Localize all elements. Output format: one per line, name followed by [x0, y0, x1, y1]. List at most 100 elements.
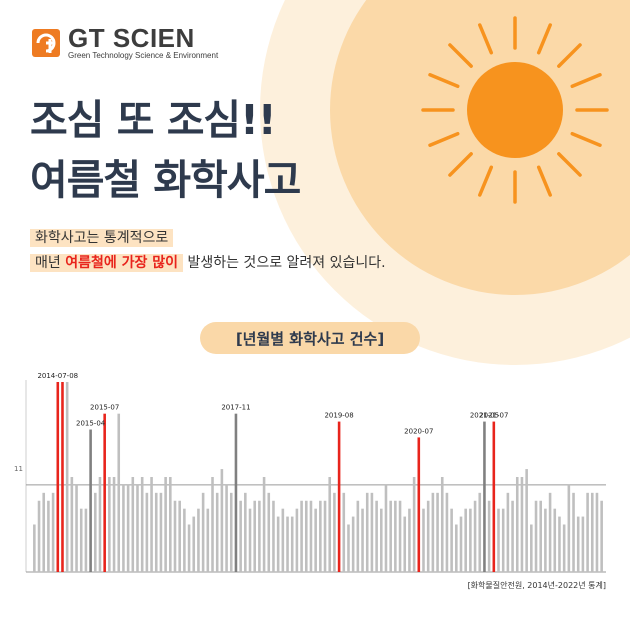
- bar: [159, 492, 163, 572]
- bar: [351, 516, 355, 572]
- highlighted-bar: [417, 437, 421, 572]
- bar: [211, 477, 214, 572]
- sun-core: [467, 62, 563, 158]
- bar: [75, 484, 78, 572]
- bar: [262, 477, 266, 572]
- sun-rays: [421, 16, 609, 204]
- bar: [178, 500, 181, 572]
- source-note: [화학물질안전원, 2014년-2022년 통계]: [467, 581, 606, 590]
- bar: [248, 508, 252, 572]
- sun-ray: [557, 43, 582, 68]
- bar: [497, 508, 500, 572]
- bar: [131, 477, 135, 572]
- bar: [51, 492, 55, 572]
- sun-ray: [536, 165, 552, 197]
- bar: [408, 508, 411, 572]
- bar: [140, 477, 144, 572]
- bar: [94, 492, 97, 572]
- bar: [431, 492, 435, 572]
- description-line-2: 매년 여름철에 가장 많이 발생하는 것으로 알려져 있습니다.: [30, 252, 386, 272]
- bar: [164, 477, 167, 572]
- bar: [398, 500, 402, 572]
- bar: [487, 500, 491, 572]
- description-text-1: 화학사고는 통계적으로: [30, 229, 174, 247]
- monthly-accident-chart: 11 2014-07-08 2015-04 2015-07 2017-11 2019-0…: [14, 372, 606, 573]
- bar: [361, 508, 364, 572]
- bar: [403, 516, 407, 572]
- brand-logo: GT SCIEN Green Technology Science & Envi…: [32, 25, 219, 60]
- bar: [558, 516, 561, 572]
- bar: [567, 484, 571, 572]
- bar: [586, 492, 589, 572]
- description-suffix: 발생하는 것으로 알려져 있습니다.: [183, 255, 386, 271]
- gt-logo-icon: [32, 29, 60, 57]
- description-prefix: 매년: [35, 255, 66, 271]
- sun-ray: [536, 23, 552, 55]
- bar: [455, 524, 458, 572]
- bar: [530, 524, 533, 572]
- bar: [253, 500, 256, 572]
- bar: [169, 477, 172, 572]
- headline-line-1: 조심 또 조심!!: [30, 96, 277, 144]
- bar: [333, 492, 336, 572]
- bar: [478, 492, 482, 572]
- headline-line-2: 여름철 화학사고: [30, 156, 301, 204]
- bar: [525, 469, 528, 572]
- bar: [347, 524, 350, 572]
- highlighted-bar: [492, 421, 496, 572]
- sun-ray: [428, 73, 460, 89]
- bar: [47, 500, 50, 572]
- bar: [267, 492, 271, 572]
- bar: [539, 500, 542, 572]
- bar: [281, 508, 285, 572]
- bar: [258, 500, 261, 572]
- bar: [380, 508, 383, 572]
- highlighted-bar: [61, 382, 64, 572]
- bar: [37, 500, 41, 572]
- sun-ray: [448, 43, 473, 68]
- bar: [595, 492, 599, 572]
- bar: [445, 492, 449, 572]
- bar: [469, 508, 472, 572]
- bar: [459, 516, 463, 572]
- bar: [356, 500, 360, 572]
- bar: [145, 492, 149, 572]
- bar: [112, 477, 116, 572]
- bar: [173, 500, 177, 572]
- bar: [436, 492, 439, 572]
- bar-annotation: 2021-07: [479, 412, 508, 420]
- bar: [197, 508, 200, 572]
- bar: [328, 477, 332, 572]
- sun-ray: [570, 73, 602, 89]
- bar: [501, 508, 505, 572]
- bar: [117, 413, 121, 572]
- bar: [515, 477, 519, 572]
- description-line-1: 화학사고는 통계적으로: [30, 227, 174, 247]
- bar: [201, 492, 205, 572]
- bar: [33, 524, 36, 572]
- bar: [272, 500, 275, 572]
- bar: [122, 484, 125, 572]
- bar: [375, 500, 378, 572]
- bar: [389, 500, 392, 572]
- bar-annotation: 2019-08: [324, 412, 353, 420]
- brand-tagline: Green Technology Science & Environment: [68, 51, 219, 60]
- highlighted-bar: [89, 429, 92, 572]
- bar: [295, 508, 299, 572]
- bar: [304, 500, 308, 572]
- bar-annotation: 2017-11: [221, 404, 250, 412]
- bar: [473, 500, 477, 572]
- bar: [581, 516, 585, 572]
- bar-annotation: 2020-07: [404, 427, 433, 435]
- bar: [229, 492, 233, 572]
- sun-inner-halo: [330, 0, 630, 295]
- bar: [548, 492, 552, 572]
- bar: [192, 516, 196, 572]
- bar: [220, 469, 224, 572]
- highlighted-bar: [56, 382, 60, 572]
- sun-ray: [570, 131, 602, 147]
- bar: [244, 492, 247, 572]
- bar-annotation: 2015-07: [90, 404, 119, 412]
- bar: [534, 500, 538, 572]
